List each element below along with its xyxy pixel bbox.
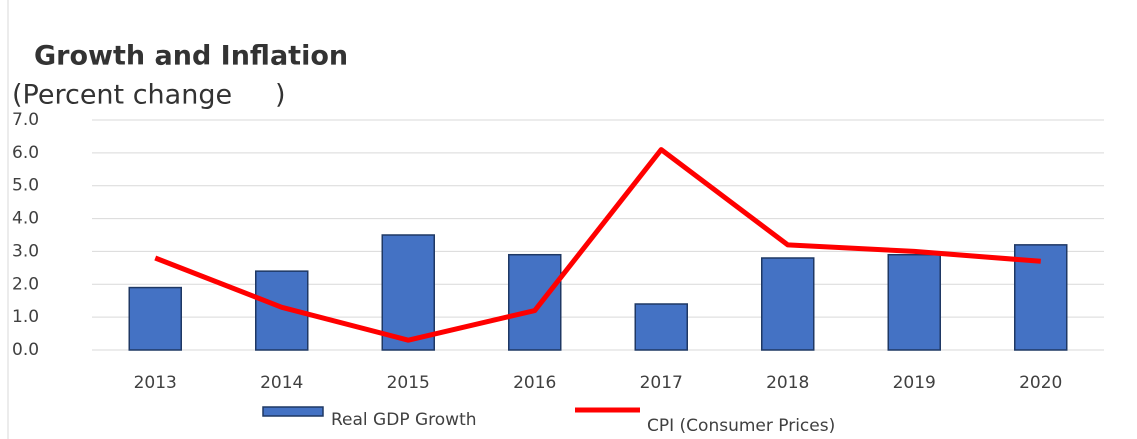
x-tick-label: 2016 (513, 373, 556, 393)
x-tick-label: 2020 (1019, 373, 1062, 393)
x-tick-label: 2017 (640, 373, 683, 393)
legend-swatch (262, 406, 324, 417)
x-tick-label: 2013 (134, 373, 177, 393)
bar (634, 303, 688, 351)
chart-title: Growth and Inflation (34, 41, 348, 72)
line (154, 147, 1041, 343)
y-tick-label: 4.0 (12, 209, 39, 229)
legend-label: CPI (Consumer Prices) (647, 416, 835, 436)
y-tick-label: 0.0 (12, 340, 39, 360)
bar (761, 257, 815, 351)
bar (128, 286, 182, 351)
chart-subtitle: (Percent change ) (12, 80, 286, 111)
y-tick-label: 5.0 (12, 176, 39, 196)
y-tick-label: 3.0 (12, 241, 39, 261)
y-tick-label: 7.0 (12, 110, 39, 130)
y-tick-label: 6.0 (12, 143, 39, 163)
x-tick-label: 2015 (387, 373, 430, 393)
legend-label: Real GDP Growth (331, 410, 477, 430)
x-tick-label: 2019 (893, 373, 936, 393)
x-tick-label: 2018 (766, 373, 809, 393)
x-tick-label: 2014 (260, 373, 303, 393)
y-tick-label: 2.0 (12, 274, 39, 294)
y-tick-label: 1.0 (12, 307, 39, 327)
bar (887, 253, 941, 351)
bar (508, 253, 562, 351)
bar (381, 234, 435, 351)
